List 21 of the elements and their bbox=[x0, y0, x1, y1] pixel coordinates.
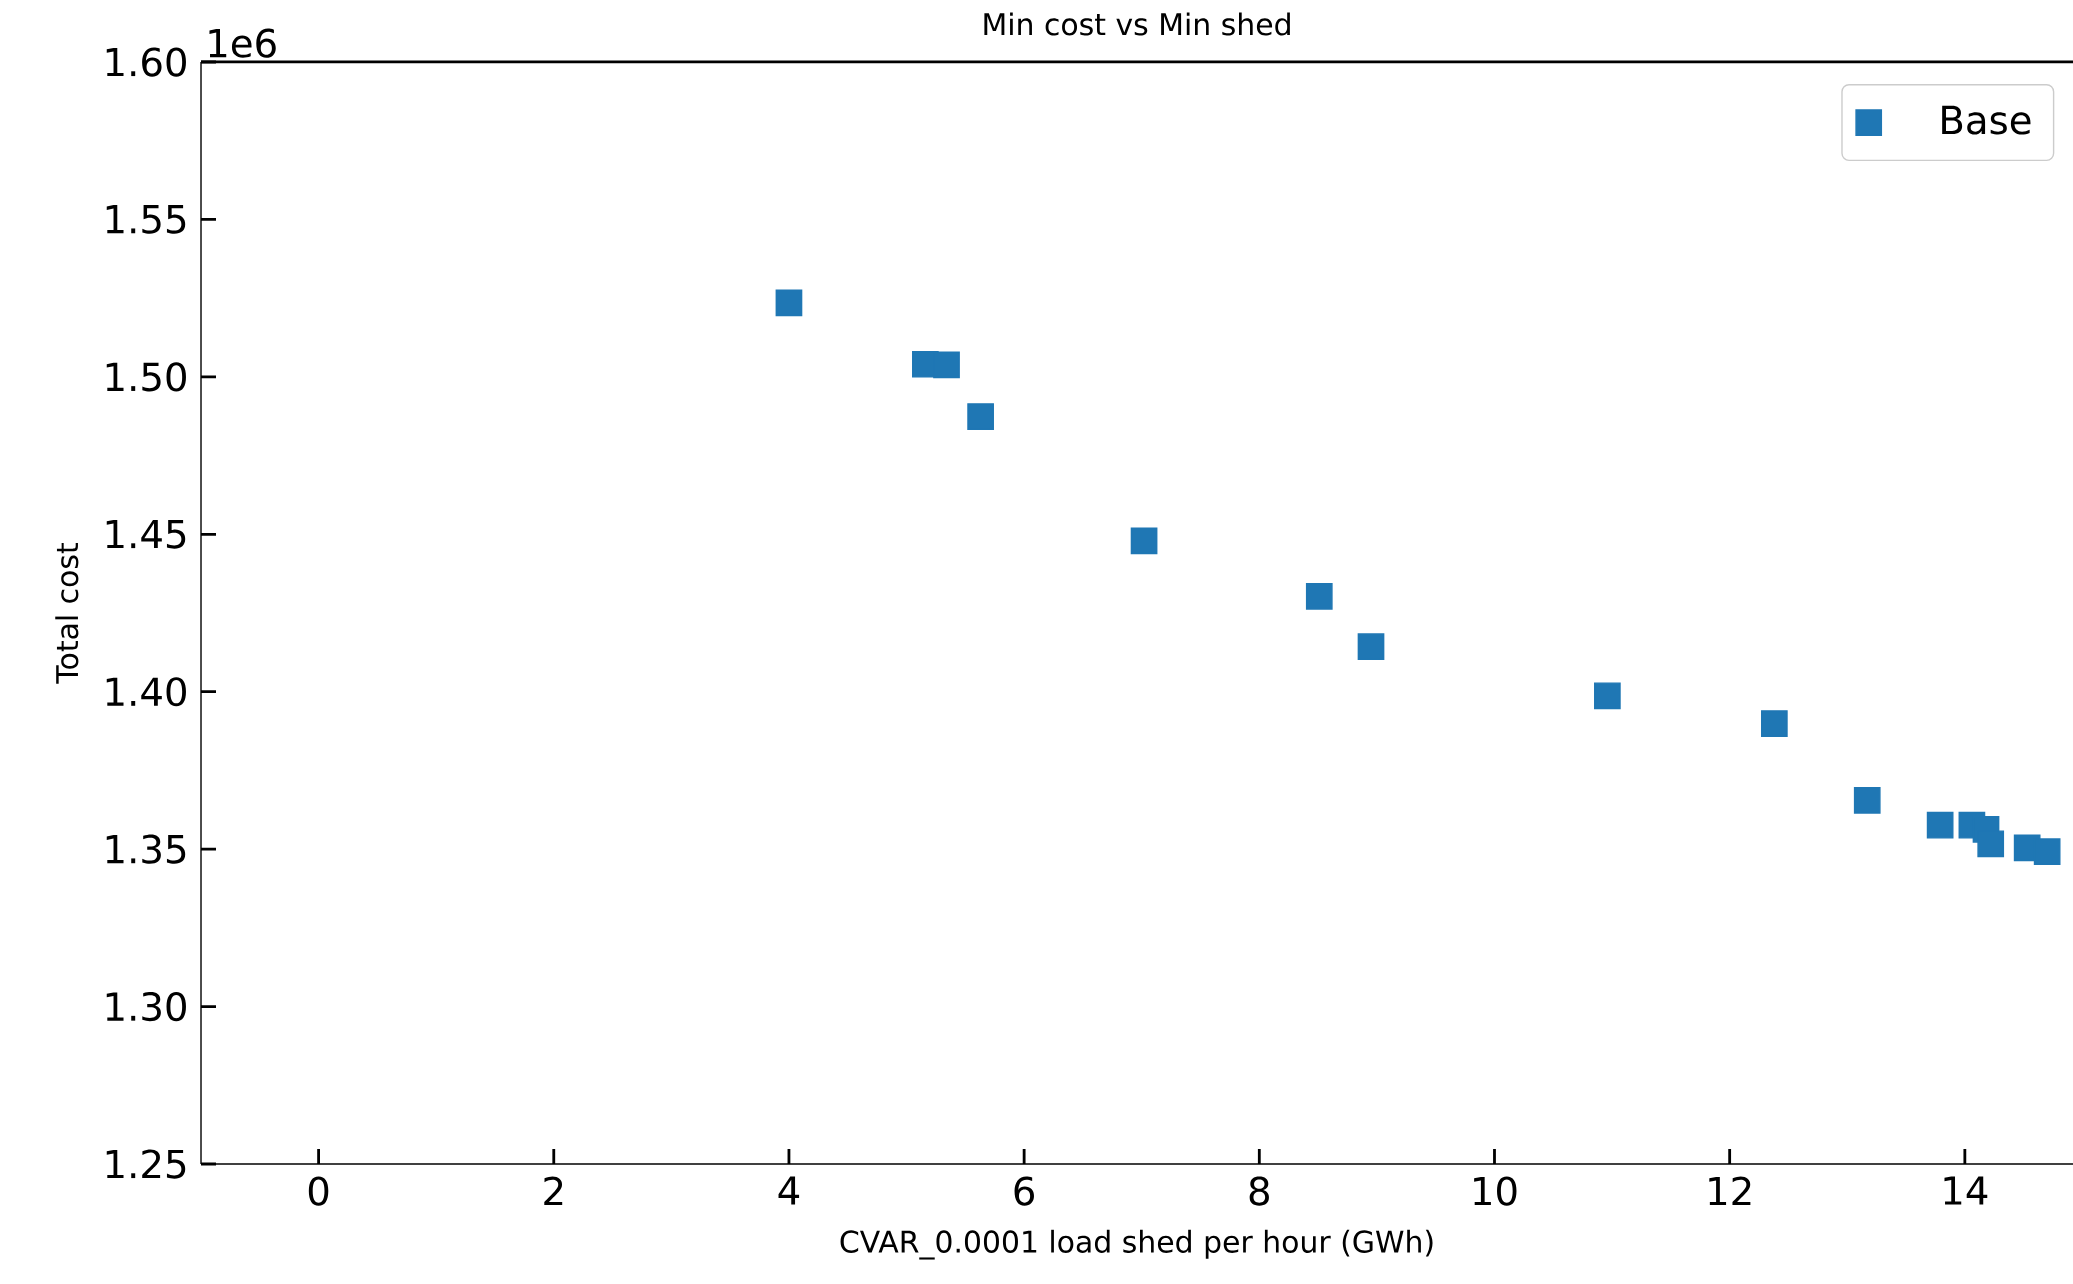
y-tick-label: 1.60 bbox=[106, 47, 186, 77]
y-tick-label: 1.45 bbox=[106, 519, 186, 549]
y-tick-label: 1.40 bbox=[106, 677, 186, 707]
x-tick-label: 10 bbox=[1474, 1176, 1517, 1206]
x-tick-label: 14 bbox=[1944, 1176, 1988, 1205]
x-tick-label: 6 bbox=[1014, 1176, 1034, 1206]
y-tick-label: 1.50 bbox=[106, 362, 186, 392]
x-tick-label: 2 bbox=[544, 1176, 563, 1206]
legend-label: Base bbox=[1942, 105, 2031, 135]
x-tick-label: 0 bbox=[308, 1176, 329, 1206]
x-tick-label: 12 bbox=[1709, 1176, 1751, 1206]
x-tick-label: 4 bbox=[778, 1176, 800, 1205]
y-tick-label: 1.25 bbox=[106, 1149, 186, 1179]
text: 1e6 bbox=[209, 28, 276, 58]
y-axis-title: Total cost bbox=[55, 543, 79, 684]
y-tick-label: 1.35 bbox=[106, 834, 186, 864]
x-axis-title: CVAR_0.0001 load shed per hour (GWh) bbox=[840, 1229, 1433, 1260]
x-tick-label: 8 bbox=[1249, 1176, 1269, 1206]
y-tick-label: 1.30 bbox=[106, 991, 186, 1022]
y-tick-label: 1.55 bbox=[106, 205, 186, 234]
chart-title: Min cost vs Min shed bbox=[984, 12, 1290, 36]
